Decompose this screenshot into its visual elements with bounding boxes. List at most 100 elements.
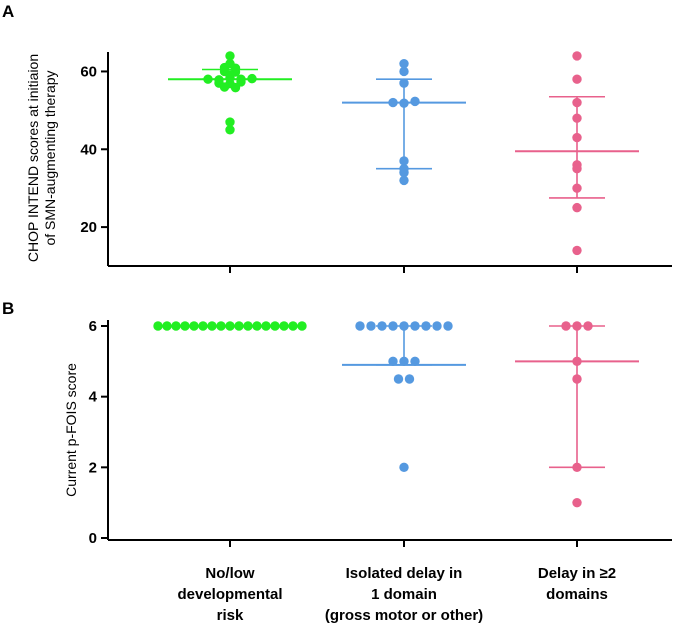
data-point bbox=[234, 321, 244, 331]
group-3 bbox=[515, 51, 639, 256]
data-point bbox=[410, 356, 420, 367]
x-category-label: Delay in ≥2 domains bbox=[538, 565, 616, 603]
x-category-label-line: (gross motor or other) bbox=[325, 607, 483, 624]
data-point bbox=[561, 321, 571, 331]
data-point bbox=[366, 321, 376, 331]
y-axis-label-line: CHOP INTEND scores at initiaion bbox=[25, 54, 41, 262]
y-tick-label: 20 bbox=[80, 219, 97, 236]
x-category-label-line: developmental bbox=[177, 586, 282, 603]
data-point bbox=[207, 321, 217, 331]
data-point bbox=[399, 462, 409, 473]
data-point bbox=[572, 132, 582, 143]
data-point bbox=[189, 321, 199, 331]
y-tick-label: 40 bbox=[80, 141, 97, 158]
group-1 bbox=[168, 51, 292, 135]
group-2 bbox=[342, 58, 466, 186]
y-axis-label: CHOP INTEND scores at initiaionof SMN-au… bbox=[25, 54, 58, 262]
data-point bbox=[399, 321, 409, 331]
data-point bbox=[180, 321, 190, 331]
data-point bbox=[572, 374, 582, 384]
y-tick-label: 6 bbox=[89, 318, 97, 335]
data-point bbox=[388, 321, 398, 331]
panel-b: 0 2 4 6 Current p-FOIS score bbox=[63, 318, 672, 547]
data-point bbox=[399, 156, 409, 166]
data-point bbox=[203, 74, 213, 84]
data-point bbox=[399, 78, 409, 88]
data-point bbox=[225, 117, 235, 127]
data-point bbox=[572, 497, 582, 508]
data-point bbox=[236, 74, 246, 84]
panel-label-a: A bbox=[2, 2, 14, 21]
y-tick-label: 0 bbox=[89, 530, 97, 547]
x-category-label-line: risk bbox=[217, 607, 244, 624]
data-point bbox=[572, 164, 582, 174]
panel-a: 20 40 60 CHOP INTEND scores at initiaionof … bbox=[25, 51, 672, 273]
data-point bbox=[279, 321, 289, 331]
x-category-label-line: Delay in ≥2 bbox=[538, 565, 616, 582]
data-point bbox=[443, 321, 453, 331]
group-2 bbox=[342, 321, 466, 473]
data-point bbox=[421, 321, 431, 331]
data-point bbox=[399, 98, 409, 108]
data-point bbox=[243, 321, 253, 331]
data-point bbox=[410, 321, 420, 331]
data-point bbox=[399, 58, 409, 69]
x-category-label: Isolated delay in 1 domain (gross motor or… bbox=[325, 565, 483, 624]
y-axis-label: Current p-FOIS score bbox=[63, 363, 79, 497]
x-category-label-line: domains bbox=[546, 586, 608, 603]
data-point bbox=[399, 164, 409, 174]
data-point bbox=[225, 321, 235, 331]
data-point bbox=[404, 374, 415, 384]
data-point bbox=[162, 321, 172, 331]
data-point bbox=[399, 175, 409, 186]
data-point bbox=[219, 82, 230, 92]
y-axis-label-line: Current p-FOIS score bbox=[63, 363, 79, 497]
data-point bbox=[216, 321, 226, 331]
data-point bbox=[583, 321, 593, 331]
data-point bbox=[572, 51, 582, 61]
data-point bbox=[261, 321, 271, 331]
data-point bbox=[247, 73, 257, 84]
data-point bbox=[230, 82, 241, 93]
data-point bbox=[355, 321, 365, 331]
y-axis-label-line: of SMN-augmenting therapy bbox=[42, 70, 58, 245]
data-point bbox=[252, 321, 262, 331]
x-category-label-line: 1 domain bbox=[371, 586, 437, 603]
data-point bbox=[572, 113, 582, 123]
data-point bbox=[572, 74, 582, 84]
data-point bbox=[388, 356, 398, 367]
data-point bbox=[572, 245, 582, 256]
data-point bbox=[230, 63, 241, 73]
data-point bbox=[399, 66, 409, 77]
x-category-label-line: Isolated delay in bbox=[346, 565, 463, 582]
data-point bbox=[297, 321, 307, 331]
x-category-label-line: No/low bbox=[205, 565, 254, 582]
data-point bbox=[225, 125, 235, 135]
group-1 bbox=[153, 321, 307, 331]
data-point bbox=[171, 321, 181, 331]
data-point bbox=[288, 321, 298, 331]
data-point bbox=[388, 97, 398, 108]
group-3 bbox=[515, 321, 639, 508]
data-point bbox=[270, 321, 280, 331]
data-point bbox=[572, 202, 582, 213]
data-point bbox=[225, 51, 235, 61]
data-point bbox=[198, 321, 208, 331]
data-point bbox=[572, 183, 582, 193]
data-point bbox=[572, 321, 582, 331]
data-point bbox=[410, 96, 420, 107]
data-point bbox=[153, 321, 163, 331]
data-point bbox=[377, 321, 387, 331]
data-point bbox=[572, 462, 582, 473]
y-tick-label: 60 bbox=[80, 63, 97, 80]
data-point bbox=[393, 374, 404, 384]
y-tick-label: 4 bbox=[89, 389, 98, 406]
category-labels: No/low developmental risk Isolated delay in… bbox=[177, 565, 616, 624]
data-point bbox=[572, 97, 582, 108]
panel-label-b: B bbox=[2, 299, 14, 318]
x-category-label: No/low developmental risk bbox=[177, 565, 282, 624]
y-tick-label: 2 bbox=[89, 459, 97, 476]
data-point bbox=[572, 356, 582, 367]
